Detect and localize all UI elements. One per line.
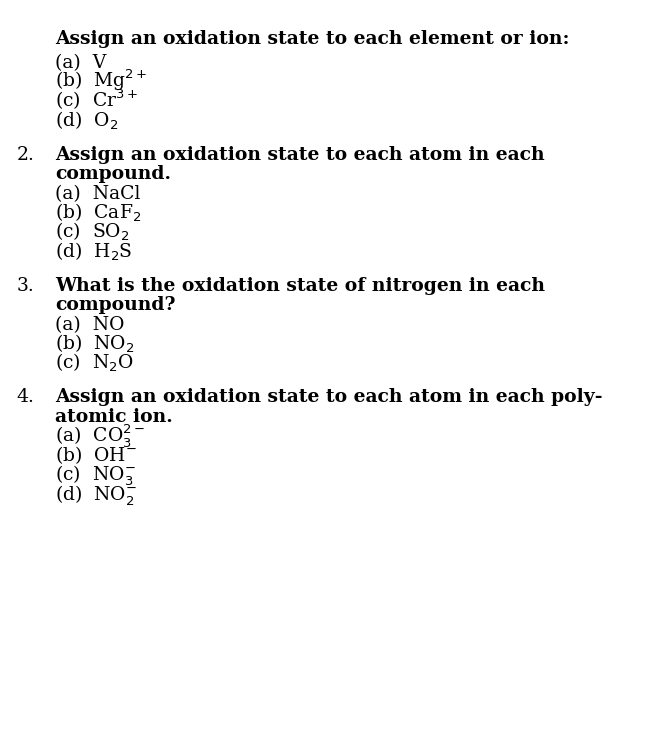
Text: (a)  $\mathregular{CO}_3^{2-}$: (a) $\mathregular{CO}_3^{2-}$ [55, 422, 145, 449]
Text: 3.: 3. [17, 277, 34, 295]
Text: (d)  $\mathregular{H}_2\mathregular{S}$: (d) $\mathregular{H}_2\mathregular{S}$ [55, 241, 133, 263]
Text: (b)  $\mathregular{CaF}_2$: (b) $\mathregular{CaF}_2$ [55, 201, 141, 224]
Text: (a)  NO: (a) NO [55, 316, 125, 334]
Text: (b)  $\mathregular{Mg}^{2+}$: (b) $\mathregular{Mg}^{2+}$ [55, 68, 147, 93]
Text: (c)  $\mathregular{NO}_3^{-}$: (c) $\mathregular{NO}_3^{-}$ [55, 464, 135, 488]
Text: (b)  $\mathregular{OH}^{-}$: (b) $\mathregular{OH}^{-}$ [55, 444, 137, 466]
Text: Assign an oxidation state to each atom in each poly-: Assign an oxidation state to each atom i… [55, 388, 602, 406]
Text: Assign an oxidation state to each atom in each: Assign an oxidation state to each atom i… [55, 146, 545, 164]
Text: (c)  $\mathregular{N}_2\mathregular{O}$: (c) $\mathregular{N}_2\mathregular{O}$ [55, 352, 134, 374]
Text: 2.: 2. [17, 146, 35, 164]
Text: atomic ion.: atomic ion. [55, 408, 172, 426]
Text: Assign an oxidation state to each element or ion:: Assign an oxidation state to each elemen… [55, 30, 569, 48]
Text: (c)  $\mathregular{Cr}^{3+}$: (c) $\mathregular{Cr}^{3+}$ [55, 87, 138, 112]
Text: compound?: compound? [55, 296, 175, 314]
Text: (d)  $\mathregular{O}_2$: (d) $\mathregular{O}_2$ [55, 109, 118, 132]
Text: (c)  $\mathregular{SO}_2$: (c) $\mathregular{SO}_2$ [55, 221, 129, 244]
Text: 4.: 4. [17, 388, 35, 406]
Text: (a)  NaCl: (a) NaCl [55, 185, 141, 203]
Text: (d)  $\mathregular{NO}_2^{-}$: (d) $\mathregular{NO}_2^{-}$ [55, 483, 137, 507]
Text: (b)  $\mathregular{NO}_2$: (b) $\mathregular{NO}_2$ [55, 333, 135, 355]
Text: (a)  V: (a) V [55, 54, 106, 72]
Text: compound.: compound. [55, 165, 171, 183]
Text: What is the oxidation state of nitrogen in each: What is the oxidation state of nitrogen … [55, 277, 545, 295]
